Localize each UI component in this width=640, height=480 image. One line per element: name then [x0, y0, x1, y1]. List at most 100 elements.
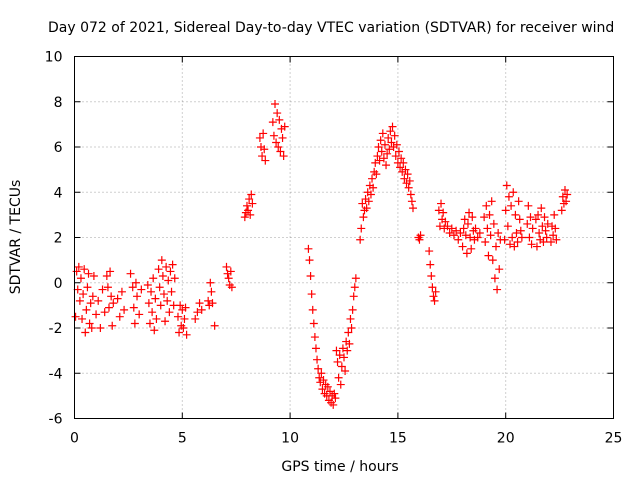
- data-point: [430, 296, 439, 305]
- data-point: [551, 224, 560, 233]
- data-point: [486, 231, 495, 240]
- data-point: [173, 312, 182, 321]
- data-point: [159, 290, 168, 299]
- data-point: [391, 152, 400, 161]
- data-point: [532, 242, 541, 251]
- data-point: [514, 197, 523, 206]
- data-point: [452, 226, 461, 235]
- y-tick-label: 8: [54, 95, 63, 111]
- data-point: [503, 222, 512, 231]
- x-tick-label: 20: [497, 431, 515, 447]
- data-point: [274, 143, 283, 151]
- data-point: [168, 260, 177, 269]
- data-point: [195, 299, 204, 308]
- data-point: [379, 154, 388, 163]
- data-point: [523, 219, 532, 228]
- y-tick-label: 10: [45, 50, 63, 66]
- data-point: [376, 136, 385, 145]
- data-point: [364, 197, 373, 206]
- data-point: [147, 287, 156, 296]
- data-point: [454, 235, 463, 244]
- data-point: [535, 228, 544, 237]
- y-tick-label: -4: [49, 366, 63, 382]
- data-point: [170, 274, 179, 283]
- data-point: [484, 251, 493, 260]
- data-point: [240, 213, 249, 222]
- data-point: [73, 285, 82, 294]
- data-point: [197, 305, 206, 314]
- data-point: [386, 127, 395, 136]
- data-point: [542, 233, 551, 242]
- data-point: [224, 274, 233, 283]
- data-point: [378, 129, 387, 138]
- data-point: [510, 242, 519, 251]
- data-point: [377, 147, 386, 156]
- data-point: [130, 319, 139, 328]
- data-point: [345, 339, 354, 348]
- data-point: [513, 238, 522, 247]
- data-point: [206, 278, 215, 287]
- data-point: [537, 204, 546, 213]
- y-tick-label: 2: [54, 231, 63, 247]
- data-point: [157, 256, 166, 265]
- data-point: [108, 321, 117, 330]
- data-point: [109, 299, 118, 308]
- data-point: [71, 312, 80, 321]
- data-point: [208, 299, 217, 308]
- data-point: [506, 240, 515, 249]
- data-point: [517, 233, 526, 242]
- data-point: [382, 161, 391, 170]
- data-point: [120, 305, 129, 314]
- data-point: [534, 210, 543, 219]
- data-point: [323, 382, 332, 391]
- data-point: [143, 281, 152, 290]
- data-point: [405, 176, 414, 185]
- data-point: [164, 276, 173, 285]
- data-point: [351, 274, 360, 283]
- data-point: [491, 242, 500, 251]
- data-point: [396, 163, 405, 172]
- data-point: [318, 385, 327, 394]
- y-tick-label: 6: [54, 140, 63, 156]
- data-point: [543, 219, 552, 228]
- data-point: [480, 213, 489, 222]
- data-point: [103, 283, 112, 292]
- data-point: [166, 267, 175, 276]
- data-point: [89, 271, 98, 280]
- data-point: [439, 208, 448, 217]
- data-point: [380, 140, 389, 149]
- data-point: [98, 285, 107, 294]
- data-point: [74, 262, 83, 271]
- data-point: [181, 303, 190, 312]
- data-point: [494, 228, 503, 237]
- data-point: [115, 312, 124, 321]
- data-point: [394, 147, 403, 156]
- data-point: [129, 303, 138, 312]
- data-point: [538, 222, 547, 231]
- data-point: [75, 296, 84, 305]
- data-point: [356, 235, 365, 244]
- data-point: [126, 269, 135, 278]
- data-point: [162, 262, 171, 271]
- data-point: [375, 156, 384, 165]
- data-point: [384, 133, 393, 142]
- data-point: [305, 256, 314, 265]
- axis-ticks: [74, 56, 614, 419]
- data-point: [154, 265, 163, 274]
- x-tick-label: 25: [605, 431, 623, 447]
- data-point: [180, 314, 189, 323]
- data-point: [182, 330, 191, 339]
- data-point: [437, 199, 446, 208]
- data-point: [102, 271, 111, 280]
- data-point: [226, 267, 235, 276]
- data-point: [319, 376, 328, 385]
- data-point: [343, 346, 352, 355]
- data-point: [399, 158, 408, 167]
- data-point: [539, 238, 548, 247]
- data-point: [85, 319, 94, 328]
- data-point: [461, 231, 470, 240]
- data-point: [465, 208, 474, 217]
- data-point: [512, 228, 521, 237]
- data-point: [325, 387, 334, 396]
- data-point: [426, 260, 435, 269]
